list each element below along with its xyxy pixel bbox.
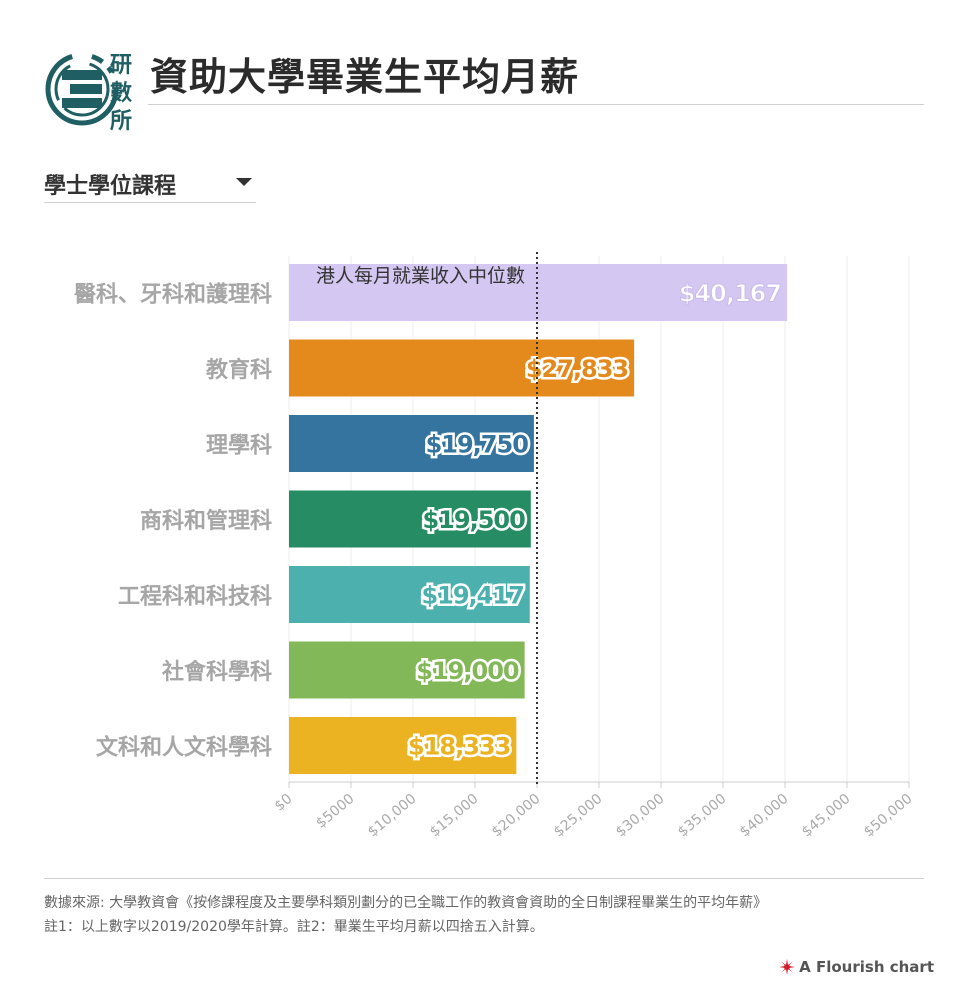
flourish-icon bbox=[779, 959, 796, 975]
page-title: 資助大學畢業生平均月薪 bbox=[150, 55, 580, 99]
title-divider bbox=[148, 104, 924, 105]
bar bbox=[289, 641, 525, 699]
flourish-credit-link[interactable]: A Flourish chart bbox=[779, 958, 934, 976]
reference-line-label: 港人每月就業收入中位數 bbox=[316, 265, 525, 287]
category-label: 社會科學科 bbox=[162, 659, 272, 685]
x-tick-label: $0 bbox=[272, 791, 296, 815]
value-label: $19,500 bbox=[422, 506, 525, 534]
logo-char-1: 研 bbox=[110, 53, 132, 78]
bar bbox=[289, 415, 534, 472]
bar bbox=[289, 566, 530, 623]
x-tick-label: $30,000 bbox=[613, 791, 668, 840]
category-label: 理學科 bbox=[206, 433, 272, 459]
value-label: $18,333 bbox=[408, 733, 510, 761]
dropdown-selected-value: 學士學位課程 bbox=[44, 174, 177, 199]
bar-chart: 醫科、牙科和護理科 $40,167 教育科 $27,833 理學科 $19,750 商科和管… bbox=[74, 252, 916, 840]
x-tick-label: $40,000 bbox=[737, 791, 792, 840]
x-tick-label: $25,000 bbox=[551, 791, 606, 840]
bar bbox=[289, 339, 635, 397]
logo-char-3: 所 bbox=[110, 109, 132, 134]
x-tick-label: $5000 bbox=[313, 791, 357, 832]
credit-text: A Flourish chart bbox=[799, 958, 934, 976]
category-label: 教育科 bbox=[206, 357, 272, 383]
footer-divider bbox=[44, 878, 924, 879]
value-label: $19,417 bbox=[421, 582, 523, 610]
course-level-dropdown[interactable]: 學士學位課程 bbox=[44, 166, 256, 203]
value-label: $19,750 bbox=[426, 431, 529, 459]
bar bbox=[289, 490, 531, 548]
bar bbox=[289, 264, 788, 321]
x-tick-label: $15,000 bbox=[427, 791, 482, 840]
value-label: $19,000 bbox=[416, 657, 519, 685]
category-label: 工程科和科技科 bbox=[118, 585, 272, 610]
value-label: $27,833 bbox=[526, 355, 628, 383]
x-tick-label: $20,000 bbox=[489, 791, 544, 840]
chevron-down-icon bbox=[236, 178, 252, 186]
x-tick-label: $45,000 bbox=[799, 791, 854, 840]
x-tick-label: $10,000 bbox=[365, 791, 420, 840]
source-note: 數據來源: 大學教資會《按修課程度及主要學科類別劃分的已全職工作的教資會資助的全… bbox=[44, 895, 768, 911]
footnotes: 註1：以上數字以2019/2020學年計算。註2：畢業生平均月薪以四捨五入計算。 bbox=[44, 919, 544, 935]
x-tick-label: $35,000 bbox=[675, 791, 730, 840]
logo: 研 數 所 bbox=[45, 52, 132, 134]
category-label: 醫科、牙科和護理科 bbox=[74, 282, 272, 308]
category-label: 文科和人文科學科 bbox=[96, 735, 272, 761]
bar bbox=[289, 717, 517, 774]
category-label: 商科和管理科 bbox=[140, 508, 272, 534]
value-label: $40,167 bbox=[679, 280, 781, 308]
logo-char-2: 數 bbox=[110, 81, 132, 106]
x-tick-label: $50,000 bbox=[861, 791, 916, 840]
